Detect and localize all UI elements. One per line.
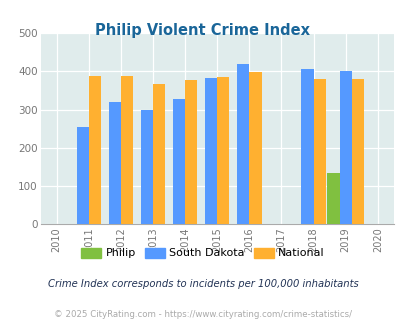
Bar	[121, 76, 133, 224]
Bar	[205, 78, 217, 224]
Bar	[351, 79, 363, 224]
Bar	[249, 72, 261, 224]
Bar	[173, 99, 185, 224]
Bar	[89, 76, 101, 224]
Text: Philip Violent Crime Index: Philip Violent Crime Index	[95, 23, 310, 38]
Bar	[153, 84, 165, 224]
Bar	[301, 69, 313, 224]
Bar	[109, 102, 121, 224]
Text: Crime Index corresponds to incidents per 100,000 inhabitants: Crime Index corresponds to incidents per…	[47, 279, 358, 289]
Legend: Philip, South Dakota, National: Philip, South Dakota, National	[77, 243, 328, 263]
Bar	[326, 174, 339, 224]
Text: © 2025 CityRating.com - https://www.cityrating.com/crime-statistics/: © 2025 CityRating.com - https://www.city…	[54, 310, 351, 319]
Bar	[217, 78, 229, 224]
Bar	[185, 80, 197, 224]
Bar	[77, 127, 89, 224]
Bar	[313, 79, 325, 224]
Bar	[141, 110, 153, 224]
Bar	[339, 71, 351, 224]
Bar	[237, 64, 249, 224]
